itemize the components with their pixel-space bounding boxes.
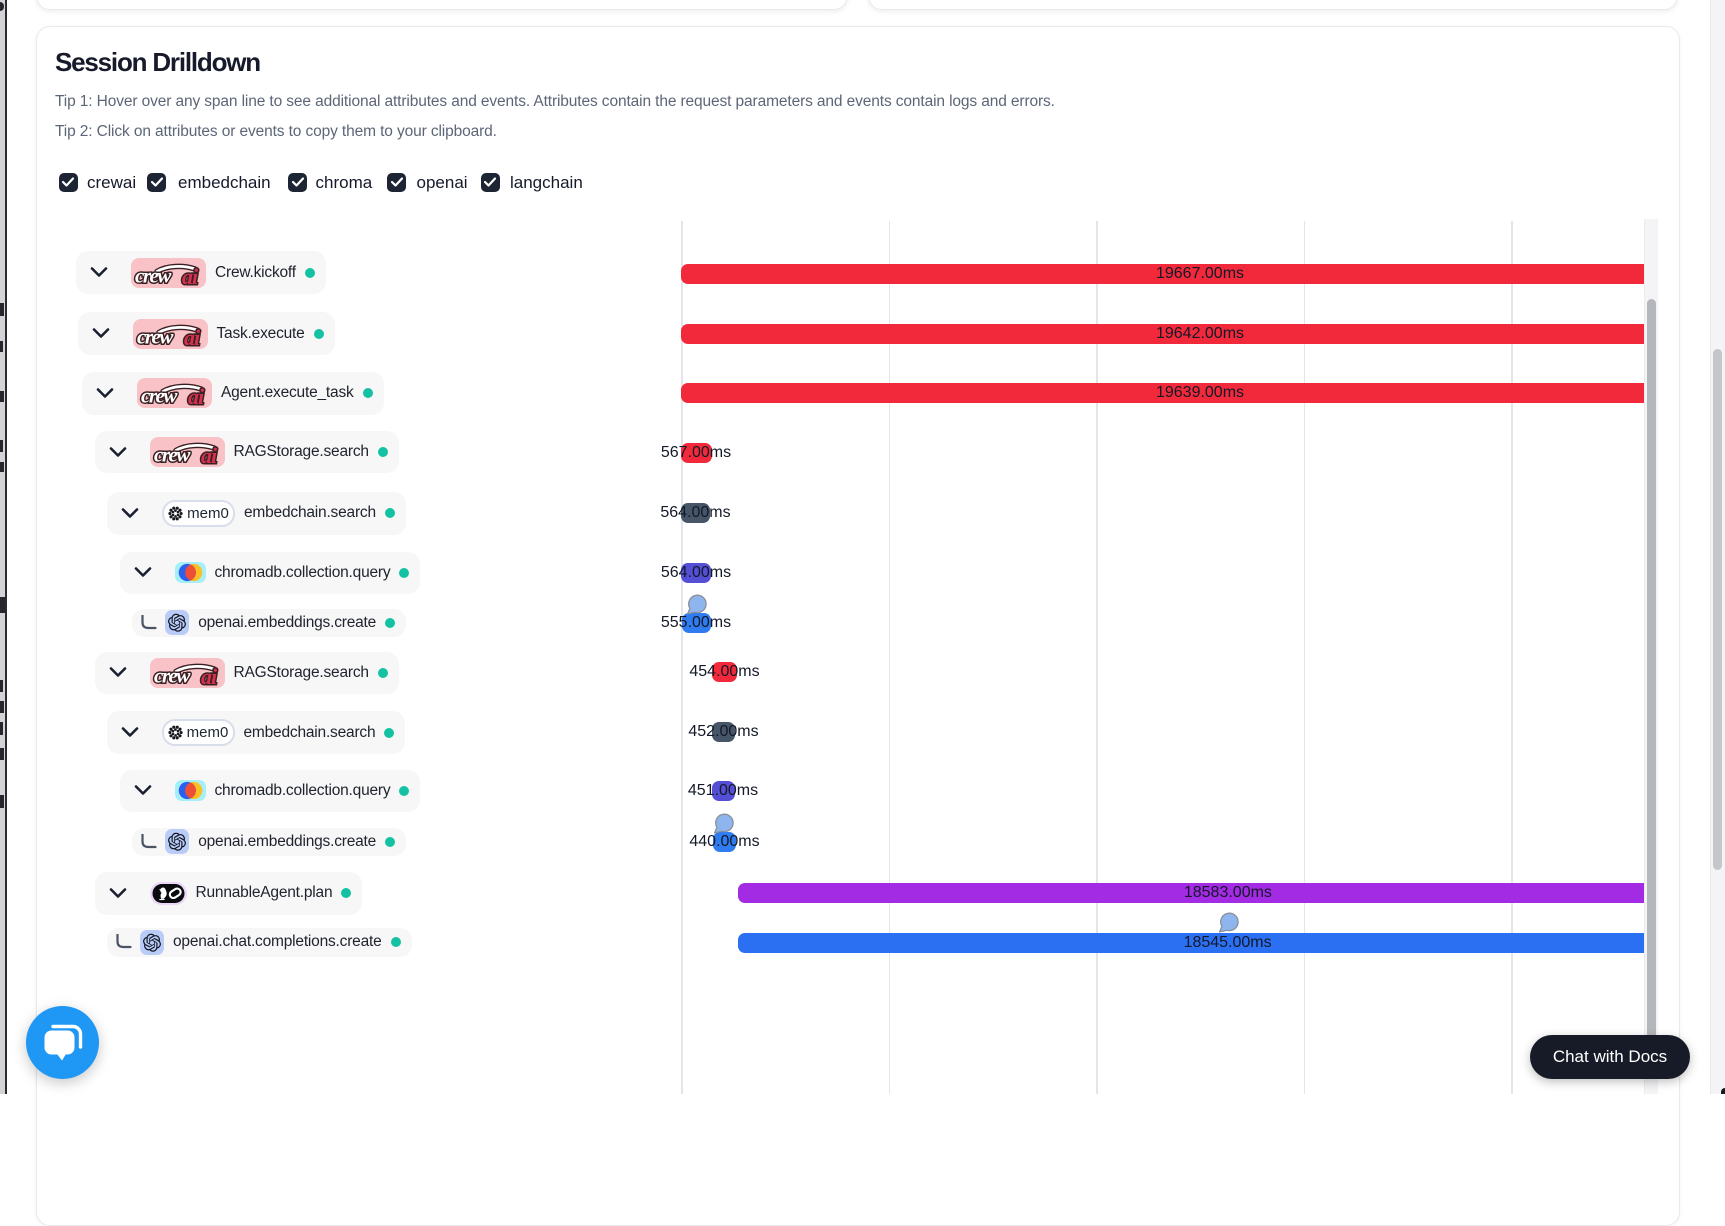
svg-text:ai: ai xyxy=(188,384,205,408)
svg-text:crew: crew xyxy=(135,263,172,287)
svg-text:crew: crew xyxy=(154,663,191,687)
svg-text:crew: crew xyxy=(141,384,178,408)
svg-text:ai: ai xyxy=(201,443,218,467)
svg-text:ai: ai xyxy=(182,264,199,288)
svg-text:ai: ai xyxy=(184,325,201,349)
svg-text:crew: crew xyxy=(154,443,191,467)
svg-text:ai: ai xyxy=(201,664,218,688)
svg-text:crew: crew xyxy=(137,324,174,348)
